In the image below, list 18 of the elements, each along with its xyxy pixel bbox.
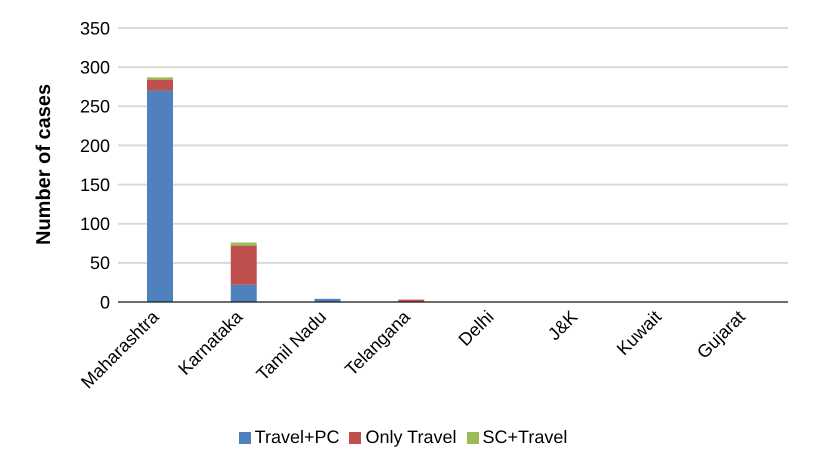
x-tick-label: J&K: [544, 306, 582, 344]
y-axis-title: Number of cases: [33, 84, 56, 245]
bar: [230, 246, 257, 285]
legend-label: SC+Travel: [482, 427, 568, 447]
y-tick-label: 250: [80, 96, 110, 117]
y-tick-label: 0: [100, 292, 110, 312]
legend-label: Travel+PC: [254, 427, 340, 447]
y-tick-label: 200: [80, 136, 110, 156]
y-tick-label: 150: [80, 174, 110, 195]
bar: [147, 90, 173, 302]
legend-label: Only Travel: [365, 427, 457, 447]
y-tick-label: 100: [80, 214, 110, 234]
bar: [230, 242, 257, 246]
y-tick-label: 50: [90, 253, 110, 274]
bar: [147, 80, 173, 91]
bar: [230, 284, 257, 302]
y-tick-label: 300: [80, 58, 110, 78]
y-tick-label: 350: [80, 18, 110, 38]
